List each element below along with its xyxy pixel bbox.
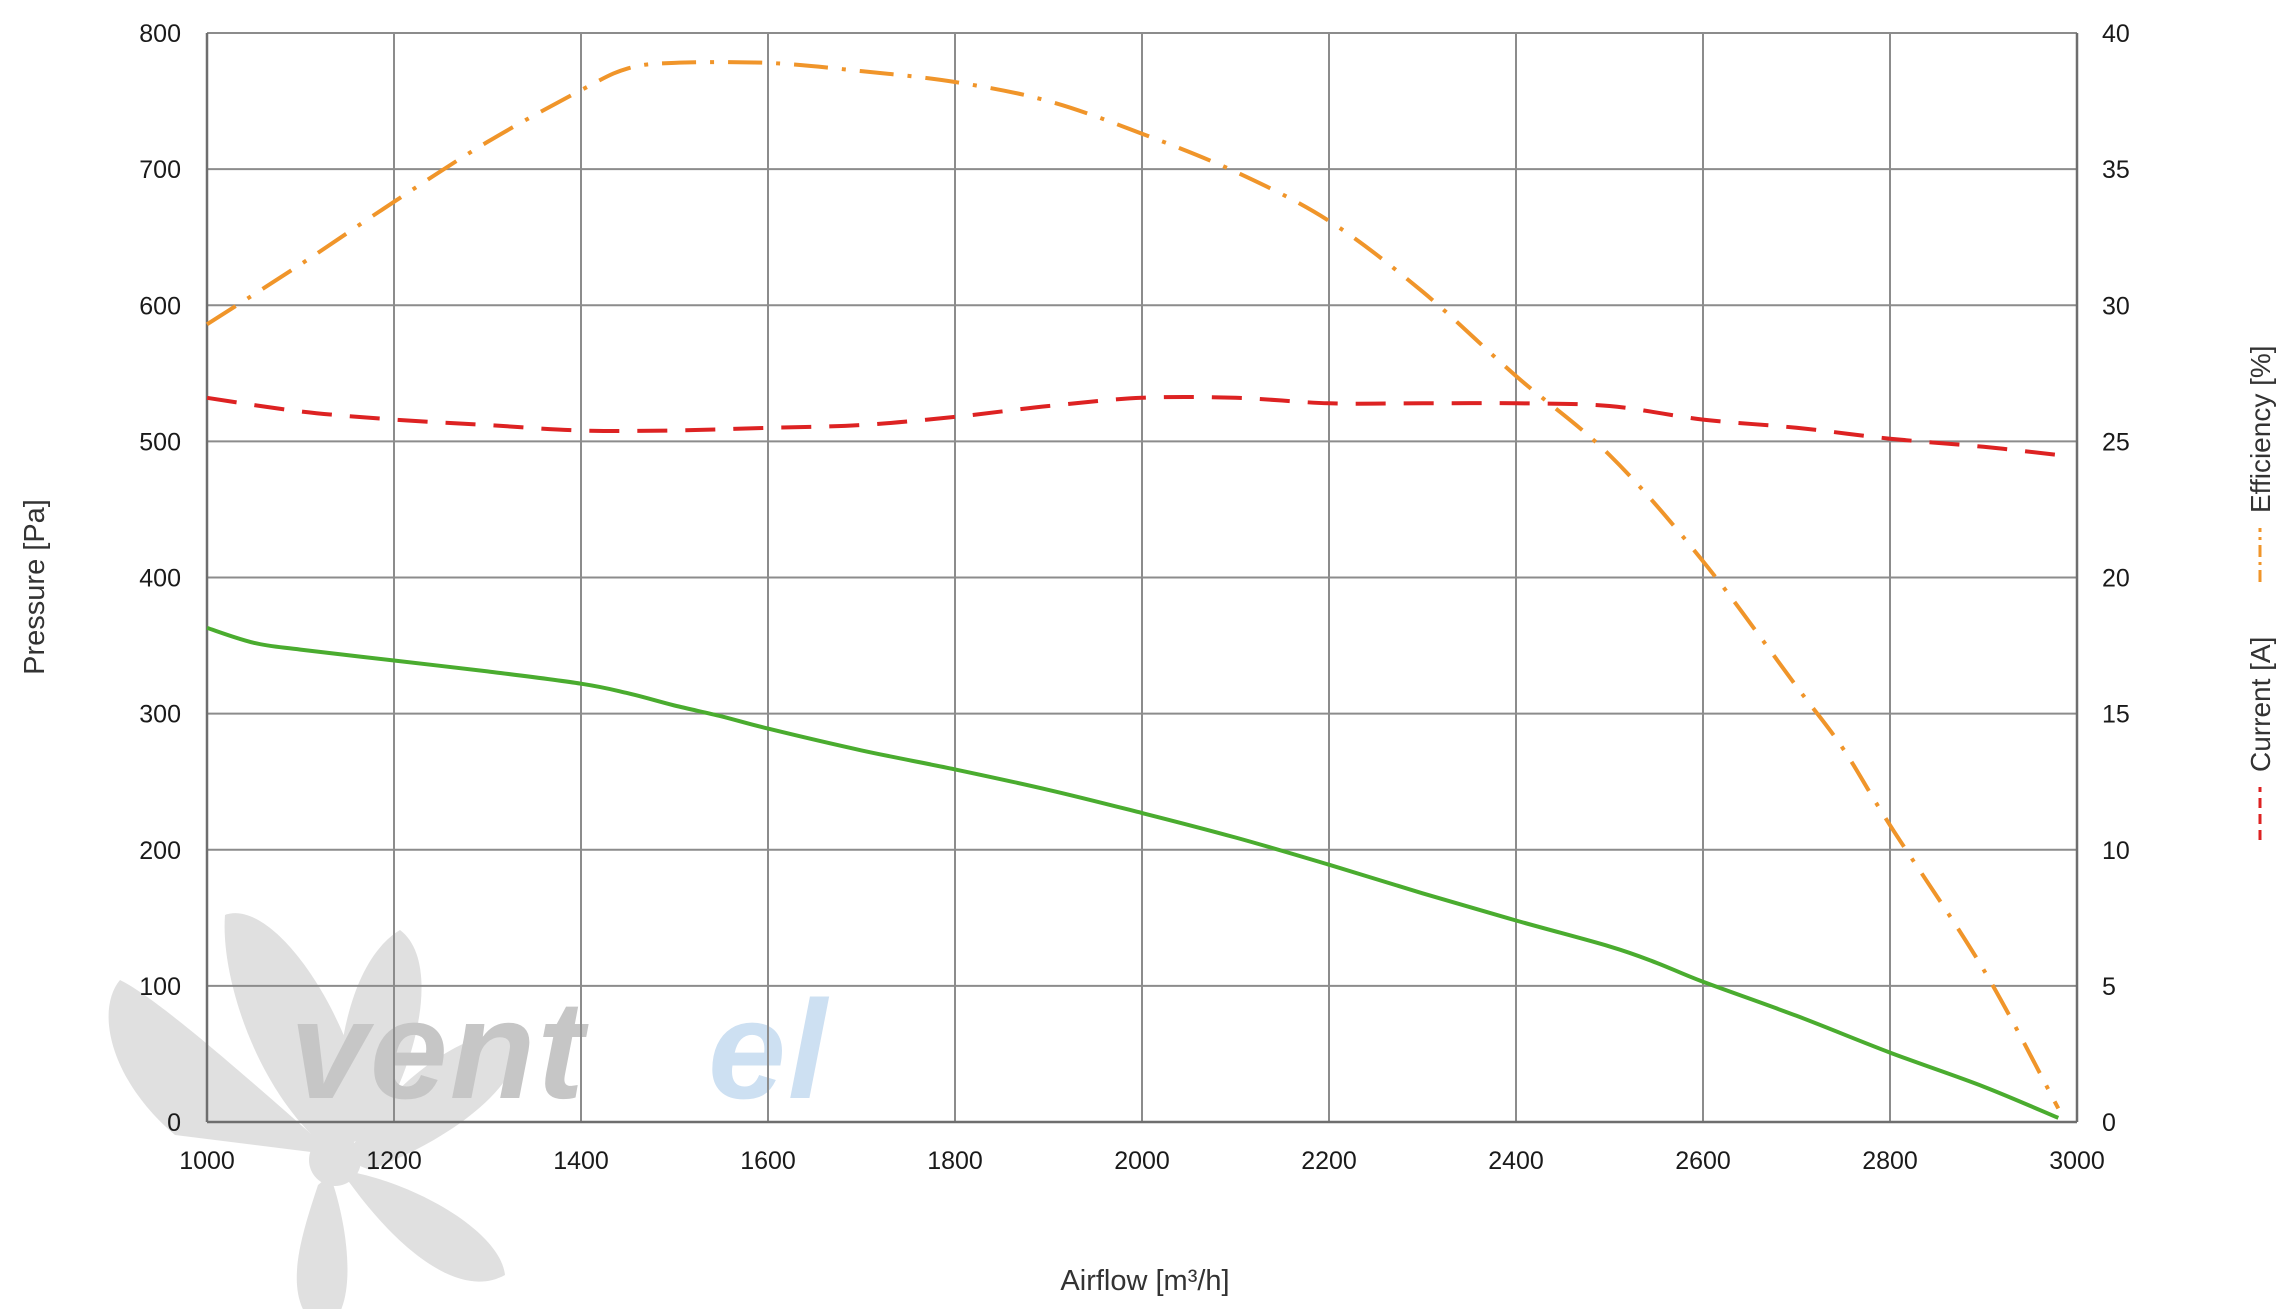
y-tick-label: 300: [139, 701, 181, 729]
y-tick-label: 700: [139, 156, 181, 184]
y2-tick-label: 30: [2102, 292, 2130, 320]
x-tick-label: 1600: [740, 1147, 796, 1175]
y-tick-label: 400: [139, 565, 181, 593]
y-tick-label: 800: [139, 20, 181, 48]
x-tick-label: 2400: [1488, 1147, 1544, 1175]
y2-tick-label: 10: [2102, 837, 2130, 865]
x-tick-label: 3000: [2049, 1147, 2105, 1175]
x-tick-label: 1000: [179, 1147, 235, 1175]
efficiency-curve: [205, 60, 2061, 1110]
legend-current-label: Current [A]: [2245, 637, 2276, 772]
x-tick-label: 2200: [1301, 1147, 1357, 1175]
y2-tick-label: 0: [2102, 1109, 2116, 1137]
y-tick-label: 0: [167, 1109, 181, 1137]
x-tick-label: 1800: [927, 1147, 983, 1175]
y2-tick-label: 5: [2102, 973, 2116, 1001]
watermark-text-dark: vent: [290, 971, 589, 1128]
tick-labels: 1000 1200 1400 1600 1800 2000 2200 2400 2600 2800…: [139, 20, 2130, 1175]
x-tick-label: 1200: [366, 1147, 422, 1175]
legend: Current [A] Efficiency [%]: [2245, 345, 2276, 840]
x-tick-label: 2600: [1675, 1147, 1731, 1175]
ventel-watermark-logo: vent el: [108, 913, 828, 1309]
series-layer: [205, 60, 2061, 1120]
x-tick-label: 2000: [1114, 1147, 1170, 1175]
y-tick-label: 500: [139, 428, 181, 456]
y2-tick-label: 20: [2102, 565, 2130, 593]
y2-tick-label: 25: [2102, 428, 2130, 456]
grid-lines: [206, 32, 2078, 1123]
legend-efficiency-label: Efficiency [%]: [2245, 345, 2276, 513]
x-axis-title: Airflow [m³/h]: [1060, 1265, 1229, 1297]
x-tick-label: 1400: [553, 1147, 609, 1175]
y-tick-label: 100: [139, 973, 181, 1001]
y2-tick-label: 40: [2102, 20, 2130, 48]
current-curve: [206, 394, 2059, 457]
y-tick-label: 600: [139, 292, 181, 320]
y-tick-label: 200: [139, 837, 181, 865]
axes: [205, 33, 2079, 1124]
y2-tick-label: 15: [2102, 701, 2130, 729]
y-axis-title: Pressure [Pa]: [19, 499, 51, 675]
x-tick-label: 2800: [1862, 1147, 1918, 1175]
pressure-curve: [206, 625, 2060, 1120]
y2-tick-label: 35: [2102, 156, 2130, 184]
